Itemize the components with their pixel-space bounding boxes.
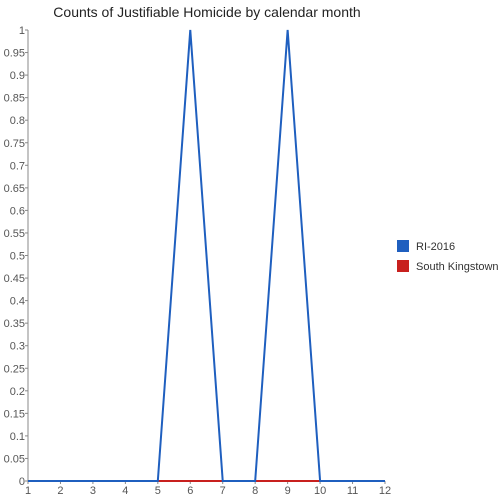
y-tick-label: 0.05 bbox=[4, 453, 25, 465]
y-tick-label: 0.1 bbox=[10, 431, 25, 443]
y-tick-label: 0.75 bbox=[4, 138, 25, 150]
x-axis: 1 2 3 4 5 6 7 8 9 10 11 12 bbox=[25, 481, 391, 497]
x-tick-label: 4 bbox=[122, 485, 128, 497]
y-tick-label: 0.85 bbox=[4, 93, 25, 105]
y-tick-label: 0.4 bbox=[10, 296, 25, 308]
y-axis: 0 0.05 0.1 0.15 0.2 0.25 0.3 0.35 0.4 0.45 0.5 0.55… bbox=[4, 25, 28, 488]
plot-area bbox=[28, 29, 385, 482]
x-tick-label: 7 bbox=[220, 485, 226, 497]
y-tick-label: 0.5 bbox=[10, 251, 25, 263]
y-tick-label: 0.35 bbox=[4, 318, 25, 330]
x-tick-label: 10 bbox=[314, 485, 326, 497]
y-tick-label: 0.15 bbox=[4, 408, 25, 420]
x-tick-label: 11 bbox=[347, 485, 358, 497]
x-tick-label: 5 bbox=[155, 485, 161, 497]
y-tick-label: 0.8 bbox=[10, 115, 25, 127]
y-tick-label: 0.2 bbox=[10, 386, 25, 398]
x-tick-label: 2 bbox=[57, 485, 63, 497]
y-tick-label: 0.65 bbox=[4, 183, 25, 195]
y-tick-label: 0.3 bbox=[10, 341, 25, 353]
y-tick-label: 0.6 bbox=[10, 205, 25, 217]
legend-swatch bbox=[397, 240, 409, 252]
y-tick-label: 0.45 bbox=[4, 273, 25, 285]
x-tick-label: 8 bbox=[252, 485, 258, 497]
chart-title: Counts of Justifiable Homicide by calend… bbox=[53, 4, 360, 20]
series-line-ri-2016 bbox=[28, 29, 385, 482]
y-tick-label: 0.25 bbox=[4, 363, 25, 375]
legend: RI-2016 South Kingstown bbox=[397, 240, 499, 273]
x-tick-label: 9 bbox=[285, 485, 291, 497]
x-tick-label: 1 bbox=[25, 485, 31, 497]
y-tick-label: 0.7 bbox=[10, 160, 25, 172]
y-tick-label: 0.95 bbox=[4, 48, 25, 60]
legend-swatch bbox=[397, 260, 409, 272]
y-tick-label: 1 bbox=[19, 25, 25, 37]
x-tick-label: 3 bbox=[90, 485, 96, 497]
y-tick-label: 0.9 bbox=[10, 70, 25, 82]
x-tick-label: 12 bbox=[379, 485, 391, 497]
y-tick-label: 0.55 bbox=[4, 228, 25, 240]
legend-label: South Kingstown bbox=[416, 261, 499, 273]
x-tick-label: 6 bbox=[187, 485, 193, 497]
legend-label: RI-2016 bbox=[416, 241, 455, 253]
y-tick-label: 0 bbox=[19, 476, 25, 488]
